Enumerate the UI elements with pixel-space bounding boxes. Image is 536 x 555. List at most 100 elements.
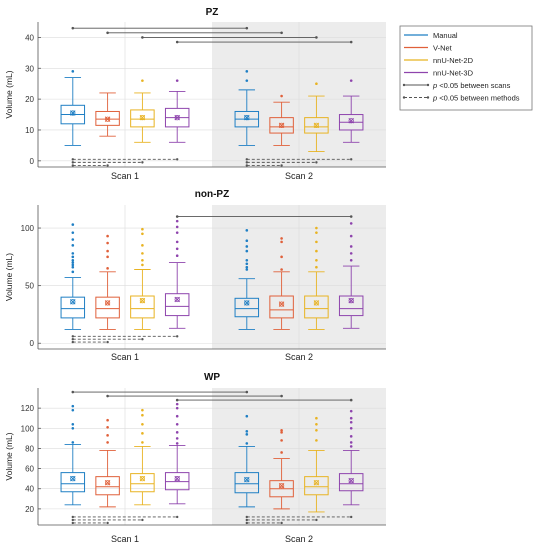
sig-methods-end bbox=[350, 158, 353, 161]
y-tick-label: 20 bbox=[25, 95, 34, 104]
outlier-point bbox=[315, 265, 318, 269]
outlier-point bbox=[245, 245, 249, 248]
outlier-point bbox=[71, 426, 75, 430]
outlier-point bbox=[280, 255, 283, 259]
outlier-point bbox=[175, 442, 179, 445]
legend-p-symbol: p bbox=[432, 94, 437, 103]
y-tick-label: 100 bbox=[21, 424, 35, 433]
sig-scans-bar bbox=[141, 36, 318, 39]
outlier-point bbox=[315, 439, 318, 442]
sig-methods-end bbox=[280, 164, 283, 167]
outlier-point bbox=[71, 408, 75, 412]
sig-scans-bar bbox=[175, 215, 353, 218]
sig-methods-end bbox=[106, 521, 109, 525]
sig-methods-end bbox=[245, 161, 248, 164]
legend-swatch-methods-end bbox=[402, 96, 406, 99]
legend-label-methods: p <0.05 between methods bbox=[432, 94, 520, 103]
outlier-point bbox=[106, 241, 109, 245]
mean-marker bbox=[139, 298, 145, 304]
outlier-point bbox=[141, 441, 144, 444]
outlier-point bbox=[245, 442, 249, 445]
y-tick-label: 50 bbox=[25, 282, 34, 291]
mean-marker bbox=[278, 301, 285, 307]
mean-marker bbox=[313, 122, 319, 128]
outlier-point bbox=[106, 255, 109, 259]
outlier-point bbox=[141, 258, 144, 262]
legend-label-scans: p <0.05 between scans bbox=[432, 81, 511, 90]
sig-scans-end bbox=[349, 40, 353, 44]
sig-scans-end bbox=[175, 215, 179, 218]
y-tick-label: 0 bbox=[30, 339, 35, 348]
outlier-point bbox=[71, 255, 75, 259]
outlier-point bbox=[175, 402, 179, 406]
sig-methods-bar bbox=[245, 164, 283, 167]
outlier-point bbox=[280, 237, 283, 240]
panel-title: PZ bbox=[206, 7, 219, 18]
sig-methods-end bbox=[176, 515, 179, 519]
y-axis-label: Volume (mL) bbox=[4, 253, 14, 301]
mean-marker bbox=[244, 300, 250, 306]
outlier-point bbox=[106, 267, 109, 270]
sig-methods-end bbox=[315, 161, 318, 164]
outlier-point bbox=[245, 268, 249, 271]
sig-methods-end bbox=[71, 164, 75, 167]
outlier-point bbox=[71, 261, 75, 264]
sig-methods-bar bbox=[71, 335, 179, 338]
sig-methods-end bbox=[315, 518, 318, 522]
outlier-point bbox=[71, 238, 75, 241]
legend-label-vnet: V-Net bbox=[433, 44, 453, 53]
outlier-point bbox=[315, 226, 318, 230]
legend-methods-text: <0.05 between methods bbox=[437, 94, 520, 103]
box-manual bbox=[60, 404, 86, 506]
box-iqr bbox=[130, 473, 155, 493]
sig-methods-end bbox=[71, 161, 75, 164]
outlier-point bbox=[106, 249, 109, 253]
chart-panel-2: 0 50 100 Scan 1 Scan 2 non-PZ Volume (mL) bbox=[4, 189, 386, 362]
sig-scans-end bbox=[245, 390, 249, 394]
box-iqr bbox=[95, 110, 120, 126]
outlier-point bbox=[175, 225, 179, 229]
mean-marker bbox=[278, 122, 285, 128]
outlier-point bbox=[71, 244, 75, 247]
mean-marker bbox=[313, 300, 319, 306]
outlier-point bbox=[175, 219, 179, 223]
outlier-point bbox=[245, 249, 249, 253]
y-tick-label: 10 bbox=[25, 126, 34, 135]
outlier-point bbox=[175, 437, 179, 440]
legend-box bbox=[399, 25, 533, 111]
outlier-point bbox=[141, 422, 144, 426]
outlier-point bbox=[71, 270, 75, 274]
outlier-point bbox=[175, 414, 179, 418]
box-iqr bbox=[130, 109, 155, 128]
outlier-point bbox=[245, 79, 249, 82]
x-tick-label: Scan 1 bbox=[111, 352, 139, 362]
sig-methods-bar bbox=[71, 161, 144, 164]
sig-scans-end bbox=[106, 394, 109, 398]
sig-methods-end bbox=[176, 158, 179, 161]
sig-scans-end bbox=[280, 394, 283, 398]
sig-methods-bar bbox=[245, 515, 353, 519]
sig-scans-end bbox=[71, 390, 75, 394]
outlier-point bbox=[71, 252, 75, 255]
outlier-point bbox=[71, 70, 75, 73]
outlier-point bbox=[315, 249, 318, 253]
box-vnet bbox=[269, 237, 294, 330]
sig-methods-end bbox=[71, 518, 75, 522]
y-tick-label: 20 bbox=[25, 505, 34, 514]
sig-methods-end bbox=[71, 340, 75, 344]
outlier-point bbox=[349, 445, 353, 448]
sig-scans-bar bbox=[106, 394, 283, 398]
outlier-point bbox=[349, 234, 353, 238]
outlier-point bbox=[245, 430, 249, 433]
outlier-point bbox=[315, 416, 318, 420]
box-iqr bbox=[234, 297, 260, 318]
sig-methods-end bbox=[350, 515, 353, 519]
sig-methods-bar bbox=[71, 338, 144, 341]
outlier-point bbox=[349, 245, 353, 248]
outlier-point bbox=[315, 82, 318, 86]
box-manual bbox=[234, 414, 260, 508]
box-nnunet2d bbox=[304, 416, 329, 513]
legend: Manual V-Net nnU-Net-2D nnU-Net-3D p <0.05 b… bbox=[399, 25, 533, 111]
box-nnunet3d bbox=[164, 79, 190, 143]
